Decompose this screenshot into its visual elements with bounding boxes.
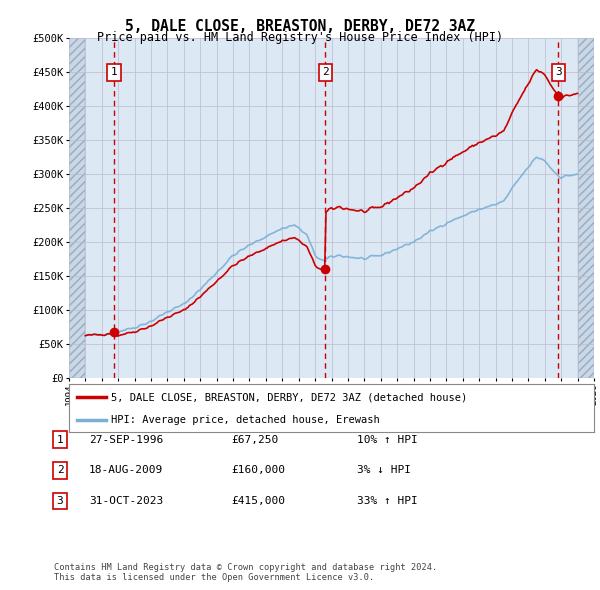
Text: 27-SEP-1996: 27-SEP-1996: [89, 435, 163, 444]
Text: 2: 2: [322, 67, 329, 77]
Text: 1: 1: [111, 67, 118, 77]
Text: 3: 3: [555, 67, 562, 77]
Text: 3% ↓ HPI: 3% ↓ HPI: [357, 466, 411, 475]
Text: Price paid vs. HM Land Registry's House Price Index (HPI): Price paid vs. HM Land Registry's House …: [97, 31, 503, 44]
Text: £67,250: £67,250: [231, 435, 278, 444]
Text: 10% ↑ HPI: 10% ↑ HPI: [357, 435, 418, 444]
Text: 31-OCT-2023: 31-OCT-2023: [89, 496, 163, 506]
Bar: [69, 38, 85, 378]
Text: 33% ↑ HPI: 33% ↑ HPI: [357, 496, 418, 506]
Text: £415,000: £415,000: [231, 496, 285, 506]
Text: 2: 2: [56, 466, 64, 475]
Text: 18-AUG-2009: 18-AUG-2009: [89, 466, 163, 475]
Text: Contains HM Land Registry data © Crown copyright and database right 2024.
This d: Contains HM Land Registry data © Crown c…: [54, 563, 437, 582]
Bar: [578, 38, 594, 378]
Text: 5, DALE CLOSE, BREASTON, DERBY, DE72 3AZ (detached house): 5, DALE CLOSE, BREASTON, DERBY, DE72 3AZ…: [111, 392, 467, 402]
Text: HPI: Average price, detached house, Erewash: HPI: Average price, detached house, Erew…: [111, 415, 380, 425]
Text: 1: 1: [56, 435, 64, 444]
Text: 3: 3: [56, 496, 64, 506]
Text: 5, DALE CLOSE, BREASTON, DERBY, DE72 3AZ: 5, DALE CLOSE, BREASTON, DERBY, DE72 3AZ: [125, 19, 475, 34]
Text: £160,000: £160,000: [231, 466, 285, 475]
